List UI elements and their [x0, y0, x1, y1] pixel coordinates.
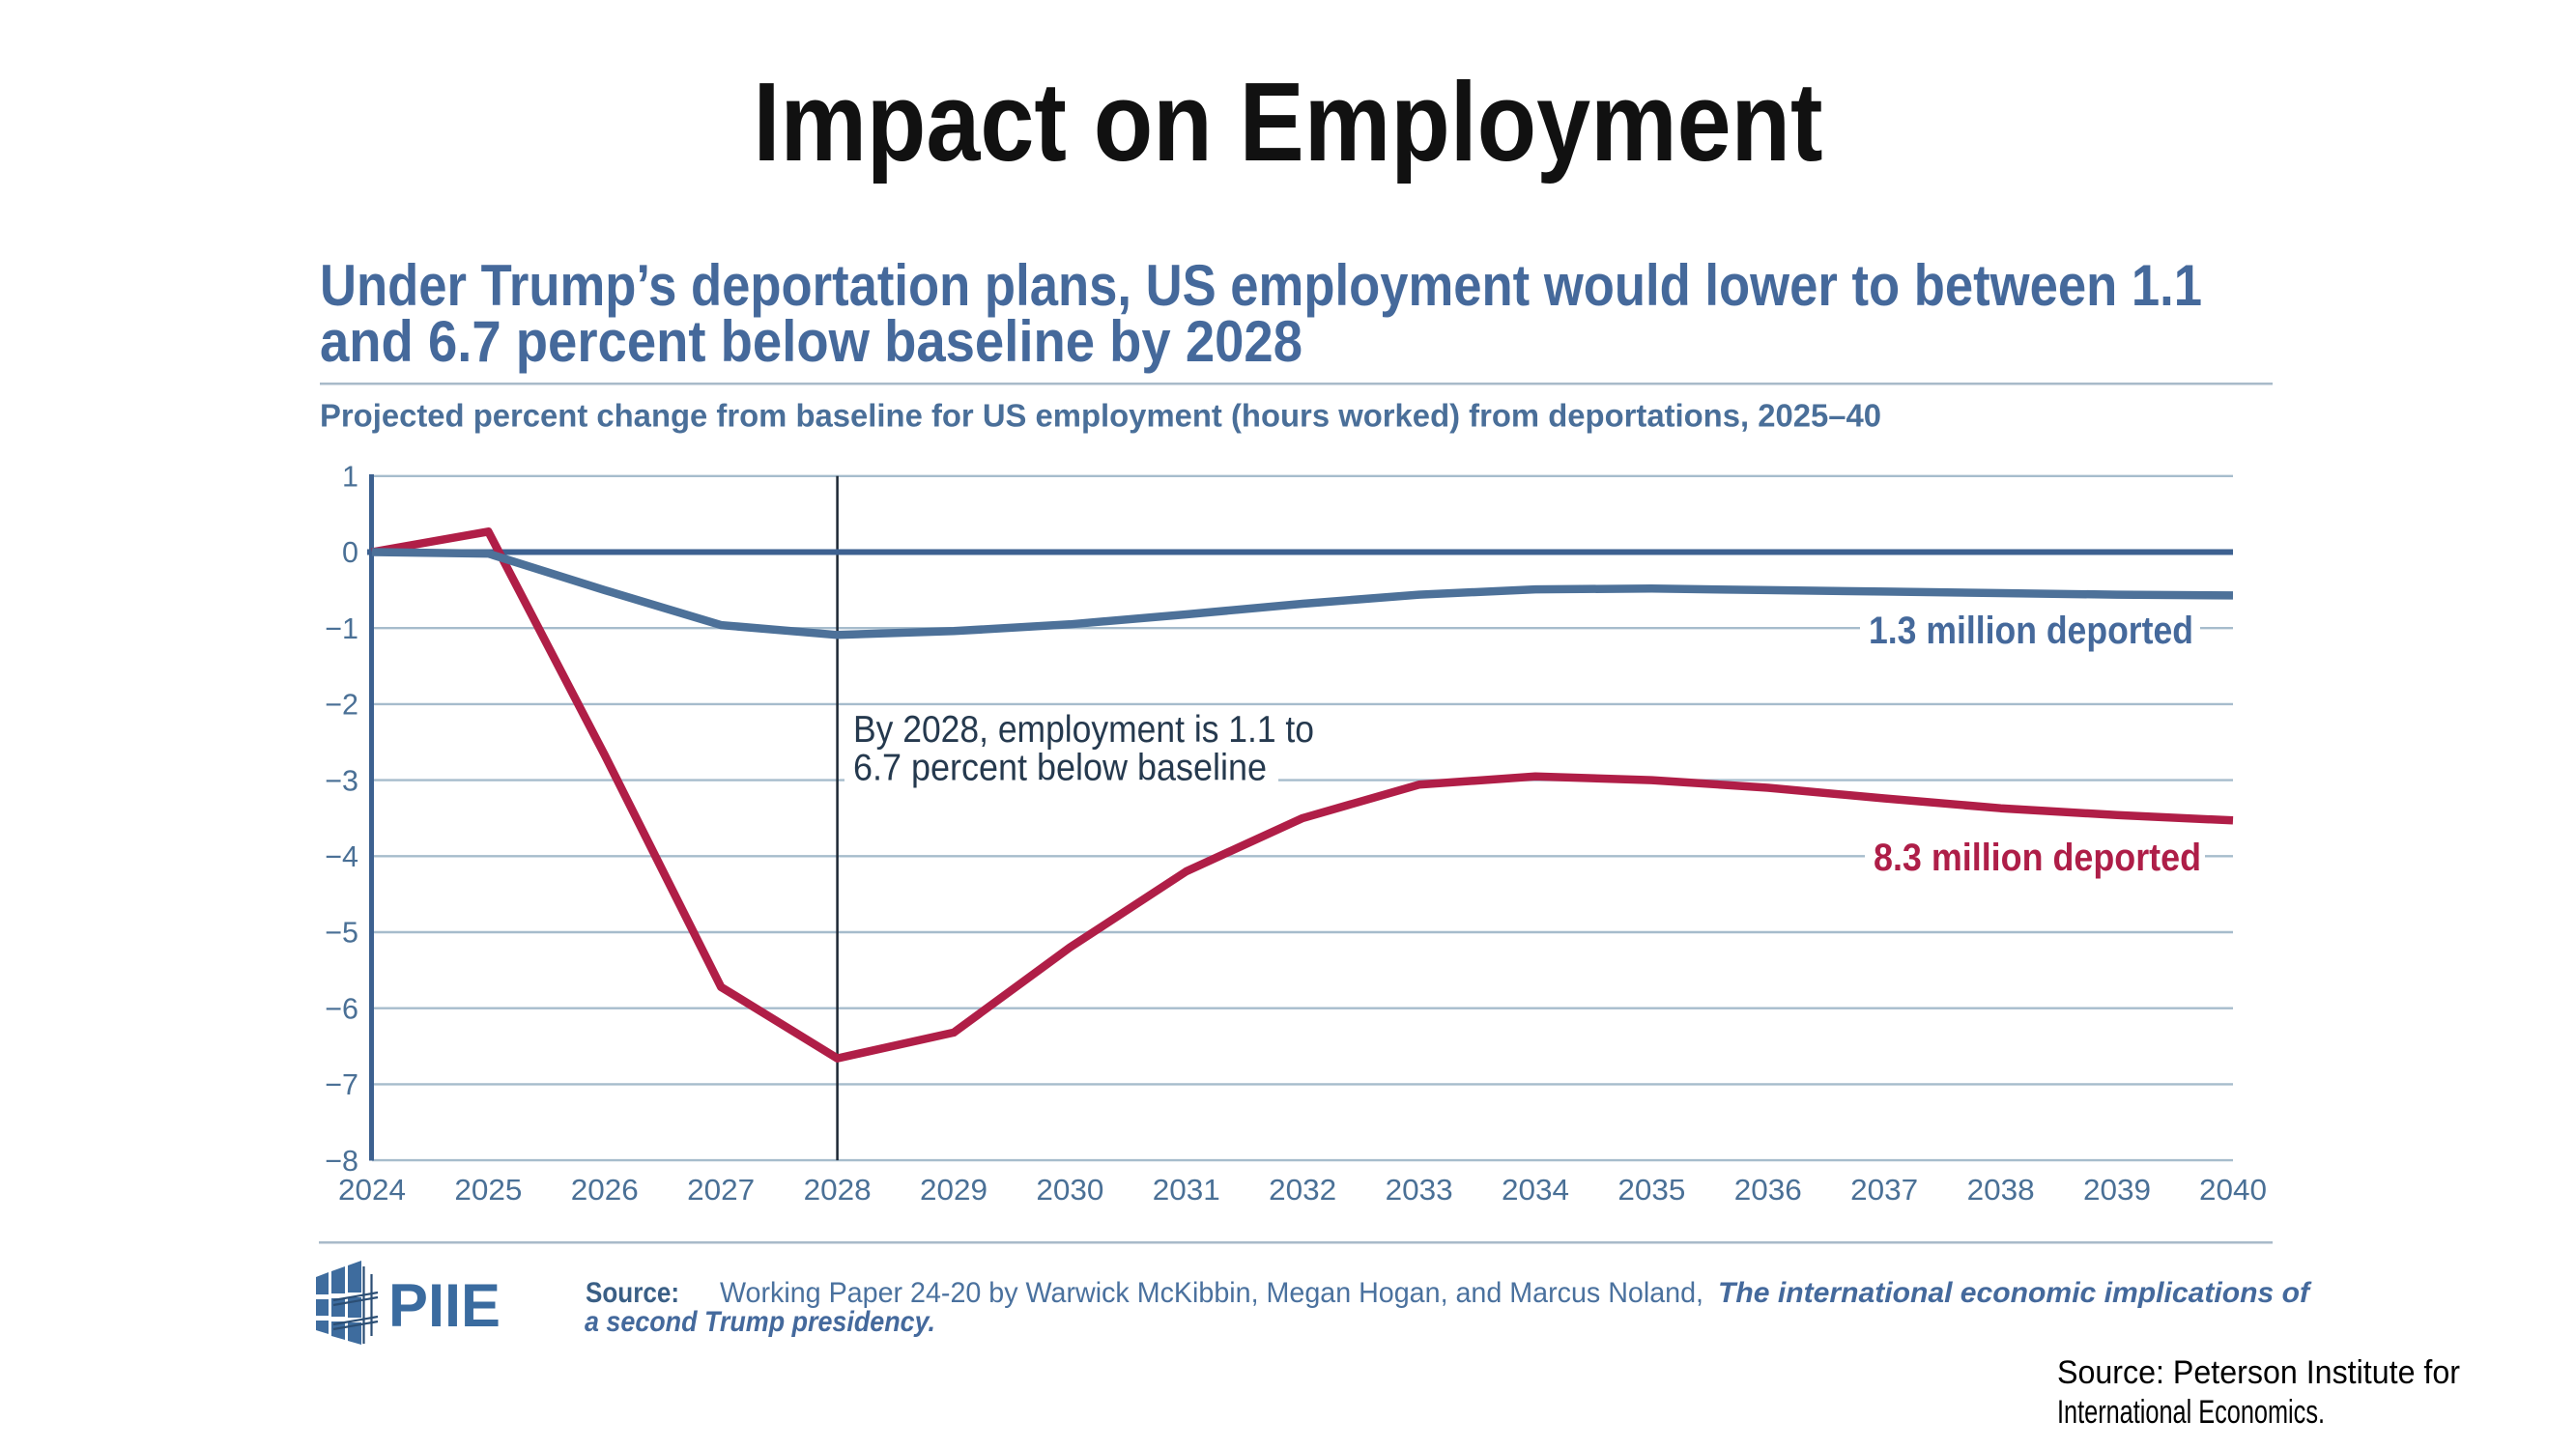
svg-text:2030: 2030 — [1036, 1174, 1103, 1207]
svg-text:−2: −2 — [325, 689, 358, 722]
svg-text:2025: 2025 — [454, 1174, 522, 1207]
svg-text:−5: −5 — [325, 917, 358, 950]
svg-text:−7: −7 — [325, 1068, 358, 1101]
svg-text:a second Trump presidency.: a second Trump presidency. — [585, 1306, 935, 1338]
svg-text:8.3 million deported: 8.3 million deported — [1874, 837, 2201, 879]
svg-text:2028: 2028 — [804, 1174, 872, 1207]
svg-text:Projected percent change from: Projected percent change from baseline f… — [320, 398, 1881, 434]
svg-text:2027: 2027 — [687, 1174, 755, 1207]
svg-text:−8: −8 — [325, 1145, 358, 1178]
svg-text:and 6.7 percent below baseline: and 6.7 percent below baseline by 2028 — [320, 309, 1302, 374]
svg-text:1: 1 — [342, 461, 358, 494]
svg-text:−4: −4 — [325, 840, 358, 873]
svg-text:6.7 percent below baseline: 6.7 percent below baseline — [853, 748, 1267, 789]
svg-text:2038: 2038 — [1967, 1174, 2035, 1207]
svg-text:2040: 2040 — [2199, 1174, 2267, 1207]
svg-text:2037: 2037 — [1850, 1174, 1918, 1207]
svg-text:International Economics.: International Economics. — [2057, 1394, 2325, 1431]
svg-text:2034: 2034 — [1502, 1174, 1569, 1207]
svg-text:2032: 2032 — [1269, 1174, 1336, 1207]
svg-text:2031: 2031 — [1153, 1174, 1220, 1207]
svg-text:2035: 2035 — [1617, 1174, 1685, 1207]
svg-text:Impact on Employment: Impact on Employment — [754, 59, 1823, 185]
svg-text:The international economic imp: The international economic implications … — [1718, 1277, 2312, 1309]
svg-text:Source: Peterson Institute for: Source: Peterson Institute for — [2057, 1354, 2460, 1391]
svg-text:2036: 2036 — [1734, 1174, 1802, 1207]
svg-text:−6: −6 — [325, 992, 358, 1025]
svg-text:0: 0 — [342, 536, 358, 569]
svg-text:2039: 2039 — [2083, 1174, 2151, 1207]
svg-text:By 2028, employment is 1.1 to: By 2028, employment is 1.1 to — [853, 709, 1314, 751]
svg-text:Under Trump’s deportation plan: Under Trump’s deportation plans, US empl… — [320, 253, 2202, 318]
svg-text:−1: −1 — [325, 612, 358, 645]
svg-text:PIIE: PIIE — [388, 1272, 501, 1340]
svg-text:−3: −3 — [325, 764, 358, 797]
svg-text:2026: 2026 — [571, 1174, 639, 1207]
svg-text:Working Paper 24-20 by Warwick: Working Paper 24-20 by Warwick McKibbin,… — [720, 1277, 1703, 1309]
svg-text:2024: 2024 — [338, 1174, 406, 1207]
svg-text:1.3 million deported: 1.3 million deported — [1869, 610, 2193, 652]
svg-text:2029: 2029 — [920, 1174, 987, 1207]
svg-text:2033: 2033 — [1386, 1174, 1453, 1207]
svg-text:Source:: Source: — [586, 1277, 679, 1309]
